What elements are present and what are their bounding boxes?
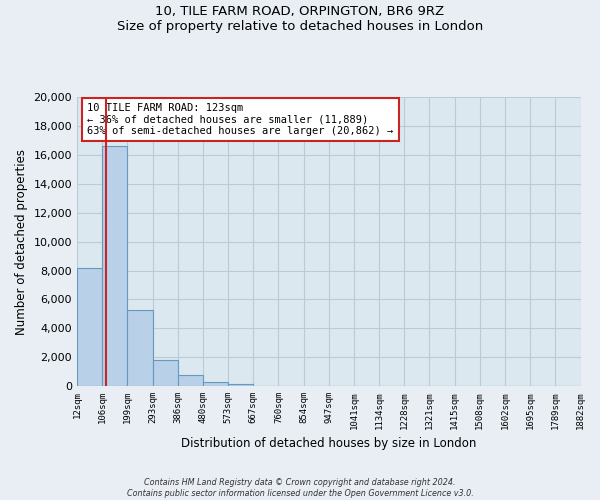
Y-axis label: Number of detached properties: Number of detached properties [15,148,28,334]
Bar [228,384,253,386]
Bar [127,310,152,386]
Text: Contains HM Land Registry data © Crown copyright and database right 2024.
Contai: Contains HM Land Registry data © Crown c… [127,478,473,498]
Text: 10, TILE FARM ROAD, ORPINGTON, BR6 9RZ
Size of property relative to detached hou: 10, TILE FARM ROAD, ORPINGTON, BR6 9RZ S… [117,5,483,33]
Bar [203,382,228,386]
Bar [77,268,102,386]
X-axis label: Distribution of detached houses by size in London: Distribution of detached houses by size … [181,437,476,450]
Bar [152,360,178,386]
Bar [102,146,127,386]
Text: 10 TILE FARM ROAD: 123sqm
← 36% of detached houses are smaller (11,889)
63% of s: 10 TILE FARM ROAD: 123sqm ← 36% of detac… [87,103,394,136]
Bar [178,376,203,386]
